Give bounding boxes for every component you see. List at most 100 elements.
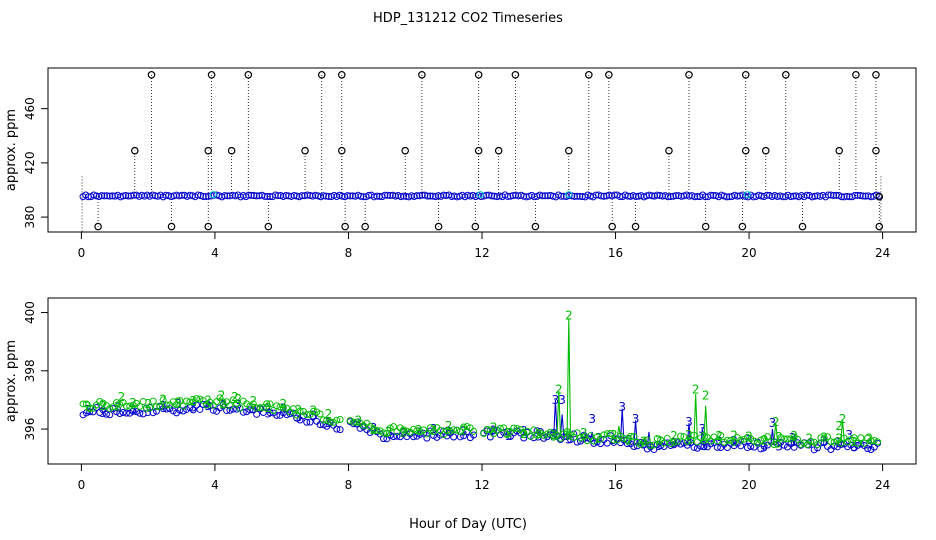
bottom-series-3-point [590, 439, 598, 447]
top-baseline-point [685, 192, 693, 200]
bottom-series-2-point [346, 417, 354, 425]
bottom-series-2-point [680, 433, 688, 441]
top-highlight-point [743, 191, 751, 199]
top-flag-point [741, 70, 750, 79]
bottom-series-2-point [112, 399, 120, 407]
bottom-series-3-point [697, 442, 705, 450]
bottom-series-2-point [256, 404, 264, 412]
bottom-series-2-point [653, 435, 661, 443]
top-baseline-point [496, 192, 504, 200]
bottom-series-2-point [730, 438, 738, 446]
bottom-series-2-point [400, 426, 408, 434]
bottom-series-3-point [246, 406, 254, 414]
bottom-series-2-symbol: 2 [325, 407, 333, 421]
top-baseline-point [274, 192, 282, 200]
bottom-series-3-label-symbol: 3 [558, 393, 566, 407]
top-baseline-point [119, 192, 127, 200]
bottom-series-3-point [99, 406, 107, 414]
bottom-series-2-point [226, 401, 234, 409]
bottom-series-2-point [446, 427, 454, 435]
bottom-series-3-point [139, 410, 147, 418]
bottom-series-3-point [336, 426, 344, 434]
top-flag-point [337, 70, 346, 79]
bottom-series-3-symbol: 3 [535, 430, 543, 444]
bottom-series-2-symbol: 2 [219, 396, 227, 410]
bottom-series-3-point [319, 421, 327, 429]
bottom-series-3-point [814, 444, 822, 452]
top-baseline-point [691, 193, 699, 201]
bottom-series-3-symbol: 3 [189, 401, 197, 415]
bottom-series-2-point [266, 400, 274, 408]
bottom-series-2-point [857, 434, 865, 442]
bottom-series-3-point [687, 439, 695, 447]
bottom-series-2-point [783, 435, 791, 443]
top-flag-point [337, 146, 346, 155]
bottom-series-3-point [79, 411, 87, 419]
top-flag-point [631, 222, 640, 231]
bottom-series-2-symbol: 2 [415, 423, 423, 437]
bottom-series-2-point [186, 398, 194, 406]
top-baseline-point [386, 192, 394, 200]
top-baseline-point [773, 193, 781, 201]
top-flag-point [835, 146, 844, 155]
top-baseline-point [124, 192, 132, 200]
bottom-series-2-label-symbol: 2 [839, 412, 847, 426]
bottom-series-2-point [153, 403, 160, 411]
bottom-series-3-point [153, 407, 160, 415]
bottom-series-2-label-symbol: 2 [835, 419, 843, 433]
bottom-series-3-symbol: 3 [144, 405, 152, 419]
bottom-series-3-symbol: 3 [865, 437, 873, 451]
bottom-series-3-label-symbol: 3 [552, 393, 560, 407]
top-baseline-point [370, 193, 378, 201]
bottom-series-3-symbol: 3 [415, 425, 423, 439]
top-baseline-point [170, 192, 178, 200]
top-baseline-point [854, 191, 862, 199]
top-baseline-point [840, 193, 848, 201]
top-baseline-point [560, 192, 568, 200]
bottom-series-2-symbol: 2 [865, 431, 873, 445]
bottom-series-3-point [189, 406, 197, 414]
top-flag-point [761, 146, 770, 155]
bottom-x-tick-label: 0 [78, 478, 86, 492]
bottom-series-2-point [847, 436, 855, 444]
top-baseline-point [400, 192, 408, 200]
bottom-series-3-symbol: 3 [595, 431, 603, 445]
top-baseline-point [103, 192, 111, 200]
bottom-series-3-spike [559, 414, 565, 437]
bottom-series-3-point [112, 408, 120, 416]
bottom-series-3-point [92, 403, 100, 411]
top-baseline-point [319, 192, 327, 200]
bottom-series-2-point [850, 434, 858, 442]
bottom-series-3-symbol: 3 [700, 439, 708, 453]
bottom-series-2-point [353, 418, 361, 426]
top-baseline-point [338, 192, 346, 200]
top-flag-point [301, 146, 309, 155]
bottom-series-2-spike [840, 420, 845, 441]
top-flag-point [741, 146, 750, 155]
bottom-series-2-point [156, 403, 164, 411]
bottom-series-2-point [757, 436, 765, 444]
top-baseline-point [632, 193, 640, 201]
bottom-series-2-symbol: 2 [850, 435, 858, 449]
bottom-series-2-point [590, 437, 598, 445]
bottom-y-tick-label: 400 [23, 301, 37, 324]
bottom-series-2-point [233, 399, 241, 407]
bottom-series-2-point [470, 427, 478, 435]
bottom-series-2-point [687, 436, 695, 444]
top-baseline-point [178, 191, 186, 199]
bottom-series-3-point [864, 445, 872, 453]
top-flag-point [361, 222, 369, 231]
top-flag-point [204, 146, 213, 155]
bottom-series-2-point [603, 430, 611, 438]
top-baseline-point [381, 191, 389, 199]
bottom-series-2-symbol: 2 [580, 426, 588, 440]
bottom-series-2-label-symbol: 2 [231, 390, 239, 404]
top-baseline-point [520, 192, 528, 200]
top-flag-point [418, 70, 426, 79]
bottom-series-3-point [760, 442, 768, 450]
top-x-tick-label: 20 [741, 246, 756, 260]
top-flag-point [131, 146, 139, 155]
bottom-series-3-label-symbol: 3 [699, 422, 707, 436]
bottom-series-3-label-symbol: 3 [685, 415, 693, 429]
bottom-series-3-point [400, 428, 408, 436]
